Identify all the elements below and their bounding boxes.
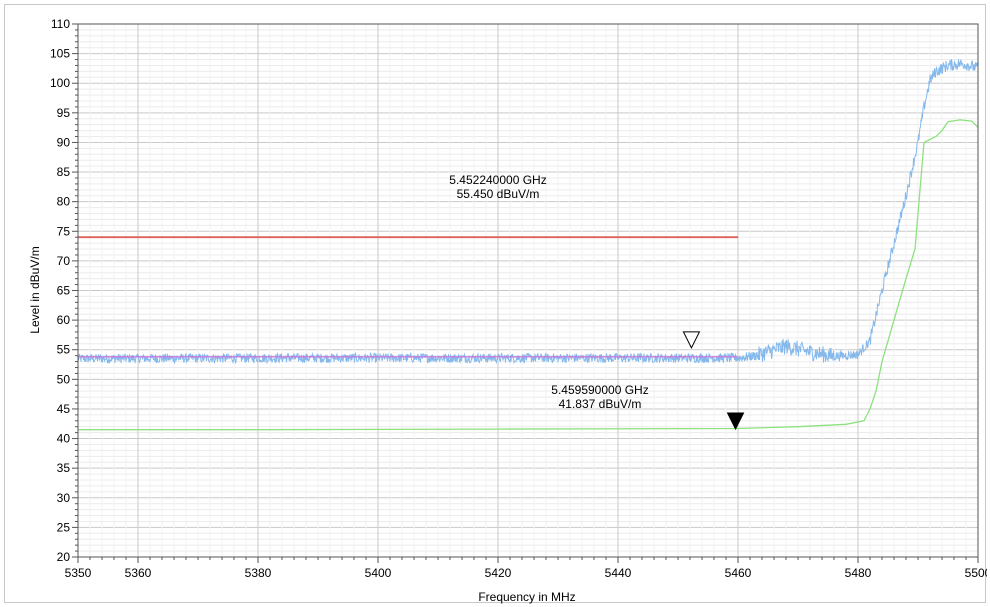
tick-labels: 20 25 30 35 40 45 50 55 60 65 70 75 80 85 90 95 100 105 11… bbox=[50, 17, 987, 580]
y-tick-label: 35 bbox=[57, 461, 71, 475]
y-tick-label: 85 bbox=[57, 165, 71, 179]
x-tick-label: 5420 bbox=[485, 566, 512, 580]
marker-1-level: 55.450 dBuV/m bbox=[457, 187, 540, 201]
x-tick-label: 5440 bbox=[605, 566, 632, 580]
x-tick-label: 5360 bbox=[125, 566, 152, 580]
y-tick-label: 70 bbox=[57, 254, 71, 268]
series-layer bbox=[77, 59, 979, 431]
y-axis-title: Level in dBuV/m bbox=[28, 246, 42, 333]
y-tick-label: 45 bbox=[57, 402, 71, 416]
marker-1-frequency: 5.452240000 GHz bbox=[449, 173, 546, 187]
y-tick-label: 100 bbox=[50, 76, 70, 90]
y-tick-label: 60 bbox=[57, 313, 71, 327]
y-tick-label: 50 bbox=[57, 372, 71, 386]
y-tick-label: 65 bbox=[57, 284, 71, 298]
y-tick-label: 40 bbox=[57, 432, 71, 446]
chart: 20 25 30 35 40 45 50 55 60 65 70 75 80 85 90 95 100 105 11… bbox=[28, 17, 987, 604]
y-tick-label: 90 bbox=[57, 135, 71, 149]
y-tick-label: 20 bbox=[57, 550, 71, 564]
ticks bbox=[72, 23, 979, 563]
x-axis-title: Frequency in MHz bbox=[478, 590, 575, 604]
y-tick-label: 75 bbox=[57, 224, 71, 238]
y-tick-label: 105 bbox=[50, 47, 70, 61]
y-tick-label: 80 bbox=[57, 195, 71, 209]
x-tick-label: 5480 bbox=[845, 566, 872, 580]
x-tick-label: 5350 bbox=[65, 566, 92, 580]
marker-2-frequency: 5.459590000 GHz bbox=[551, 383, 648, 397]
chart-frame: 20 25 30 35 40 45 50 55 60 65 70 75 80 85 90 95 100 105 11… bbox=[4, 4, 987, 604]
marker-1-triangle bbox=[682, 331, 701, 349]
x-tick-label: 5460 bbox=[725, 566, 752, 580]
x-tick-label: 5500 bbox=[965, 566, 987, 580]
y-tick-label: 95 bbox=[57, 106, 71, 120]
marker-2-level: 41.837 dBuV/m bbox=[559, 397, 642, 411]
grid-lines bbox=[77, 23, 979, 558]
y-tick-label: 25 bbox=[57, 520, 71, 534]
x-tick-label: 5380 bbox=[245, 566, 272, 580]
series-line-0 bbox=[77, 59, 979, 365]
x-tick-label: 5400 bbox=[365, 566, 392, 580]
marker-2-triangle bbox=[726, 412, 745, 431]
y-tick-label: 110 bbox=[51, 17, 70, 31]
y-tick-label: 55 bbox=[57, 343, 71, 357]
series-line-2 bbox=[78, 119, 979, 431]
y-tick-label: 30 bbox=[57, 491, 71, 505]
